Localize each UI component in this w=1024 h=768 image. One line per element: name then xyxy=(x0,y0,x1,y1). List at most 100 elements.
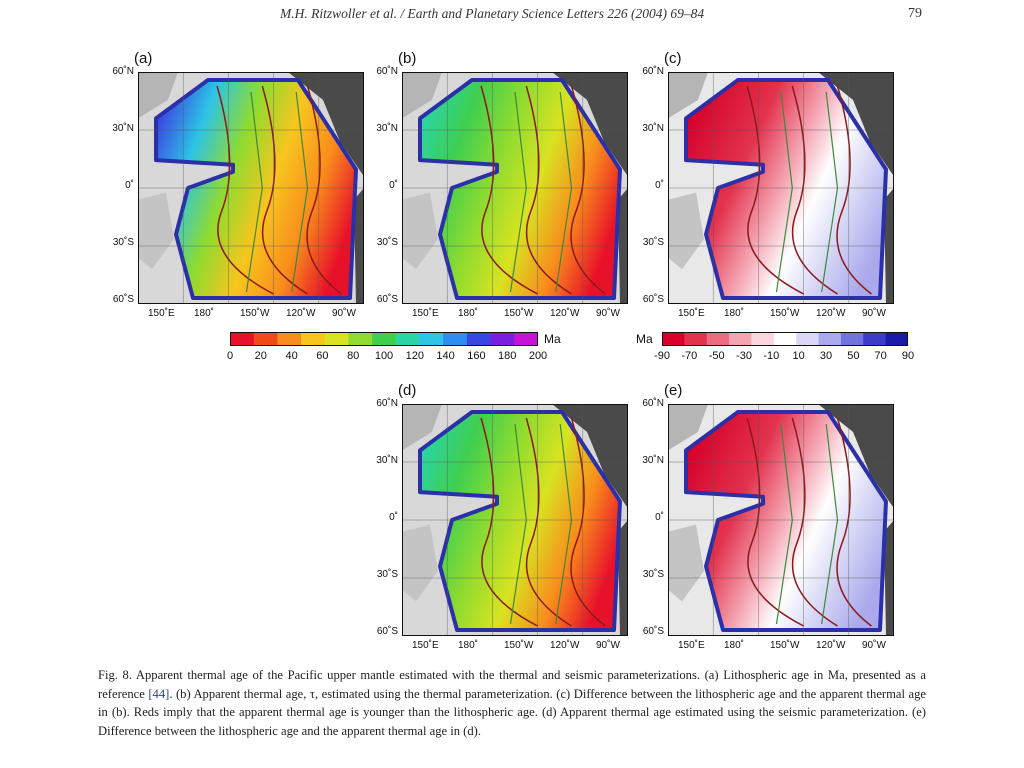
longitude-tick: 90˚W xyxy=(596,308,620,319)
longitude-tick: 120˚W xyxy=(286,308,316,319)
page-number: 79 xyxy=(908,6,922,21)
isochron-line xyxy=(746,417,804,627)
colorbar-tick-label: 10 xyxy=(792,350,805,362)
pacific-map xyxy=(668,72,894,304)
colorbar-tick-label: 20 xyxy=(254,350,267,362)
australia-landmass xyxy=(138,192,174,270)
map-frame xyxy=(668,72,894,304)
latitude-tick: 60˚S xyxy=(376,294,398,305)
colorbar-swatch xyxy=(729,332,752,346)
longitude-tick: 180˚ xyxy=(458,640,479,651)
isochron-line xyxy=(306,85,342,295)
panel-label: (a) xyxy=(134,50,153,67)
pacific-map xyxy=(402,404,628,636)
pacific-plate-field xyxy=(420,80,620,298)
australia-landmass xyxy=(402,524,438,602)
asia-landmass xyxy=(138,72,178,119)
latitude-tick: 30˚S xyxy=(112,237,134,248)
colorbar-swatch xyxy=(324,332,349,346)
north-america-landmass xyxy=(818,404,894,509)
running-title: M.H. Ritzwoller et al. / Earth and Plane… xyxy=(280,6,705,21)
colorbar-tick-label: 50 xyxy=(847,350,860,362)
isochron-line xyxy=(525,417,572,627)
longitude-tick: 150˚W xyxy=(770,640,800,651)
colorbar-swatch xyxy=(443,332,468,346)
colorbar-swatch xyxy=(348,332,373,346)
asia-landmass xyxy=(402,72,442,119)
north-america-landmass xyxy=(552,72,628,177)
isochron-line xyxy=(791,85,838,295)
caption-text-start: Fig. 8. Apparent thermal age of the Paci… xyxy=(98,668,926,701)
colorbar-swatch xyxy=(863,332,887,346)
colorbar-swatch xyxy=(818,332,842,346)
colorbar-swatch xyxy=(277,332,302,346)
colorbar-tick-label: 40 xyxy=(285,350,298,362)
colorbar-swatch xyxy=(840,332,864,346)
colorbar-tick-label: 90 xyxy=(901,350,915,362)
latitude-tick: 60˚S xyxy=(112,294,134,305)
figure-caption: Fig. 8. Apparent thermal age of the Paci… xyxy=(98,666,926,740)
colorbar-swatch xyxy=(773,332,797,346)
colorbar-tick-label: -90 xyxy=(654,350,670,362)
panel-label: (b) xyxy=(398,50,417,67)
colorbar-swatch xyxy=(301,332,326,346)
colorbar-tick-label: -30 xyxy=(736,350,752,362)
colorbar-swatch xyxy=(419,332,444,346)
latitude-tick: 0˚ xyxy=(389,512,398,523)
pacific-plate-field xyxy=(420,412,620,630)
plate-boundary xyxy=(418,78,622,300)
colorbar-tick-label: -10 xyxy=(763,350,780,362)
map-frame xyxy=(138,72,364,304)
longitude-tick: 120˚W xyxy=(816,308,846,319)
running-header: M.H. Ritzwoller et al. / Earth and Plane… xyxy=(0,4,1024,26)
north-america-landmass xyxy=(818,72,894,177)
isochron-line xyxy=(216,85,274,295)
colorbar-tick-label: 120 xyxy=(405,350,424,362)
latitude-tick: 60˚N xyxy=(376,66,398,77)
colorbar-swatch xyxy=(684,332,708,346)
longitude-tick: 150˚E xyxy=(678,308,705,319)
map-frame xyxy=(668,404,894,636)
colorbar-frame xyxy=(662,332,908,346)
latitude-tick: 60˚N xyxy=(642,398,664,409)
colorbar-tick-label: 60 xyxy=(316,350,329,362)
australia-landmass xyxy=(402,192,438,270)
plate-boundary xyxy=(684,410,888,632)
latitude-tick: 0˚ xyxy=(655,512,664,523)
longitude-tick: 150˚E xyxy=(412,640,439,651)
pacific-plate-field xyxy=(686,80,886,298)
colorbar-tick-label: 70 xyxy=(874,350,887,362)
panel-label: (c) xyxy=(664,50,682,67)
longitude-tick: 150˚E xyxy=(148,308,175,319)
latitude-tick: 60˚S xyxy=(642,294,664,305)
plate-boundary xyxy=(418,410,622,632)
australia-landmass xyxy=(668,192,704,270)
latitude-tick: 60˚N xyxy=(376,398,398,409)
colorbar-swatch xyxy=(885,332,908,346)
latitude-tick: 30˚S xyxy=(376,569,398,580)
colorbar-swatch xyxy=(490,332,515,346)
longitude-tick: 150˚W xyxy=(770,308,800,319)
latitude-tick: 30˚N xyxy=(376,123,398,134)
pacific-map xyxy=(668,404,894,636)
plate-boundary xyxy=(154,78,358,300)
latitude-tick: 30˚N xyxy=(642,123,664,134)
caption-text-end: . (b) Apparent thermal age, τ, estimated… xyxy=(98,686,926,738)
isochron-line xyxy=(261,85,308,295)
colorbar-swatch xyxy=(395,332,421,346)
colorbar-strip xyxy=(662,332,908,346)
pacific-plate-field xyxy=(686,412,886,630)
isochron-line xyxy=(836,85,872,295)
panel-label: (e) xyxy=(664,382,683,399)
colorbar-tick-label: 180 xyxy=(498,350,517,362)
citation-link[interactable]: [44] xyxy=(148,686,170,701)
map-frame xyxy=(402,72,628,304)
colorbar-tick-label: 0 xyxy=(226,350,234,362)
longitude-tick: 150˚W xyxy=(240,308,270,319)
colorbar-swatch xyxy=(372,332,397,346)
latitude-tick: 0˚ xyxy=(125,180,134,191)
asia-landmass xyxy=(668,404,708,451)
latitude-tick: 30˚N xyxy=(112,123,134,134)
colorbar-swatch xyxy=(706,332,730,346)
longitude-tick: 150˚W xyxy=(504,640,534,651)
